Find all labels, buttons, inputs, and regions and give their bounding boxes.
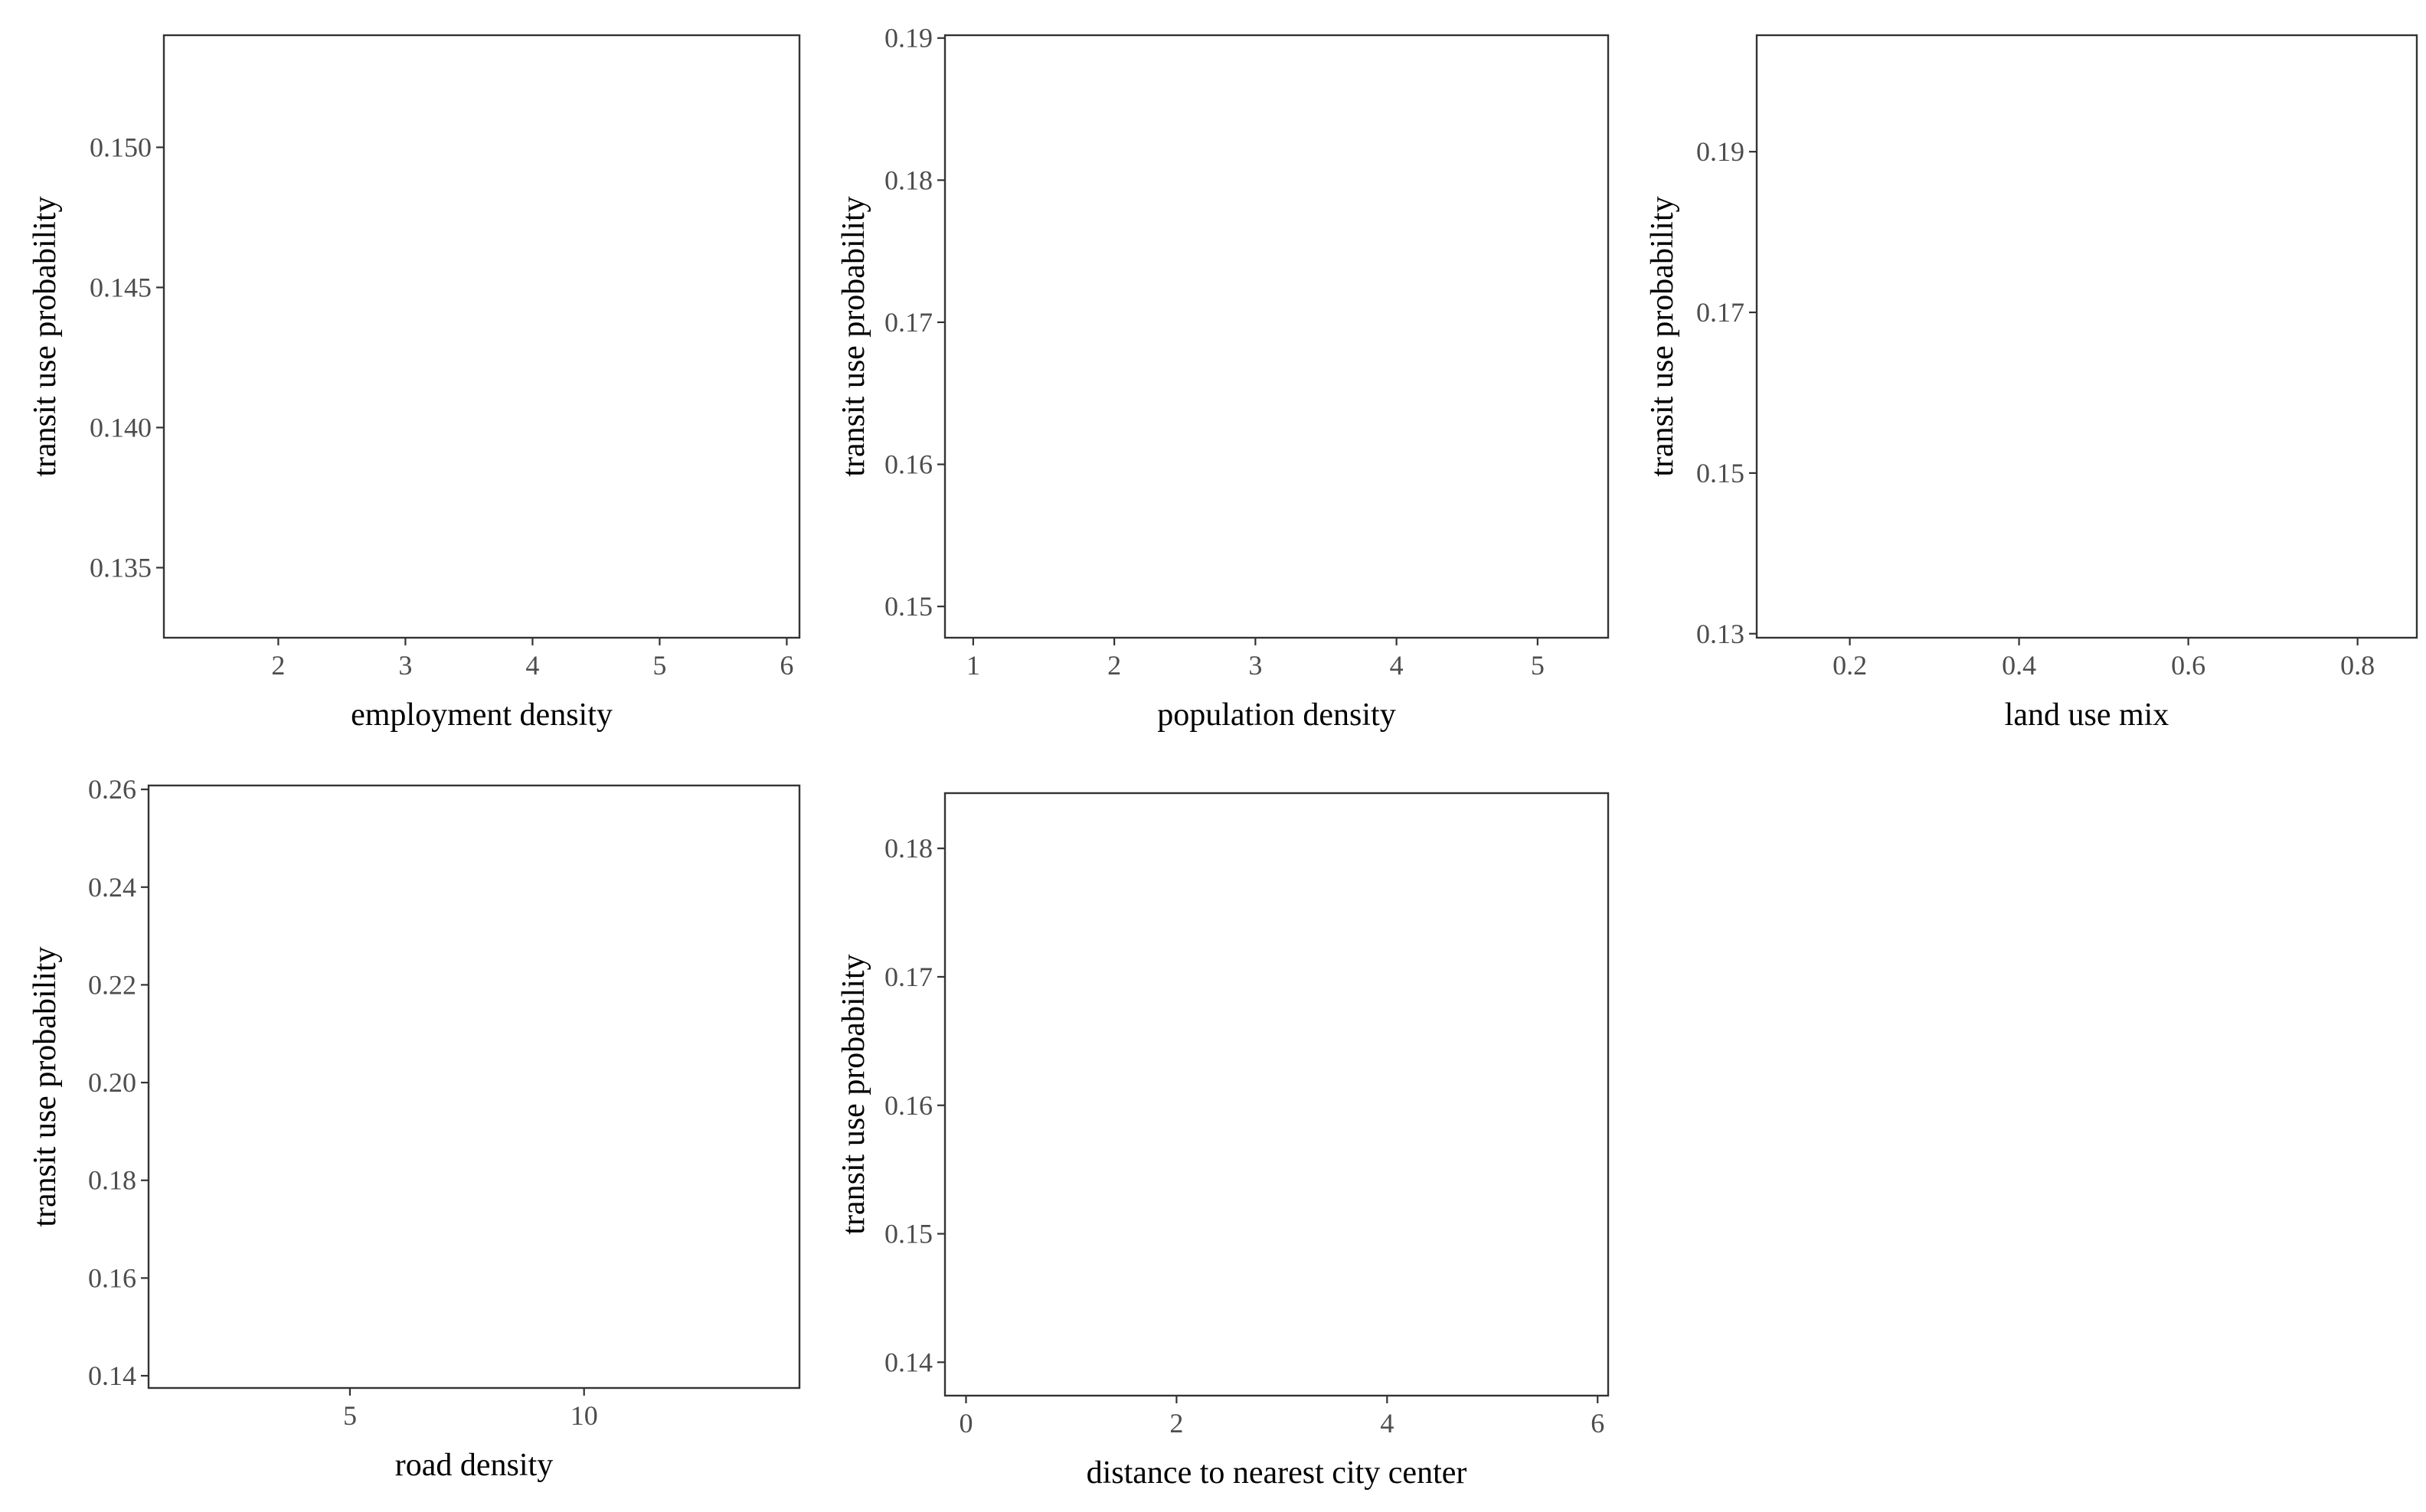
y-tick-label: 0.16 (88, 1262, 136, 1293)
x-tick-label: 1 (966, 650, 980, 681)
x-tick-label: 0.8 (2340, 650, 2375, 681)
plot-road-density: 5 10 0.14 0.16 0.18 0.20 0.22 0.24 0.26 road dens… (28, 774, 801, 1483)
x-axis-title: land use mix (2005, 697, 2169, 733)
y-axis-title: transit use probability (836, 954, 871, 1234)
x-tick-label: 2 (271, 650, 285, 681)
panel-border (147, 784, 801, 1390)
x-tick-label: 6 (1591, 1408, 1604, 1439)
y-axis-title: transit use probability (1645, 196, 1680, 476)
x-tick-label: 5 (652, 650, 666, 681)
plot-distance-to-city-center: 0 2 4 6 0.14 0.15 0.16 0.17 0.18 distance to near… (836, 792, 1610, 1491)
y-tick-label: 0.18 (884, 165, 933, 195)
y-tick-label: 0.13 (1696, 619, 1744, 649)
x-tick-label: 10 (571, 1400, 598, 1431)
y-tick-label: 0.15 (884, 1219, 933, 1249)
x-tick-label: 0 (959, 1408, 973, 1439)
x-tick-label: 4 (525, 650, 539, 681)
x-axis-title: population density (1157, 697, 1395, 733)
y-tick-label: 0.14 (88, 1360, 136, 1391)
y-tick-label: 0.22 (88, 969, 136, 1000)
x-tick-label: 3 (1248, 650, 1262, 681)
x-tick-label: 4 (1390, 650, 1404, 681)
y-tick-label: 0.135 (90, 552, 152, 583)
x-axis-title: distance to nearest city center (1087, 1455, 1467, 1491)
y-tick-label: 0.26 (88, 774, 136, 805)
x-tick-label: 5 (1531, 650, 1545, 681)
y-axis-title: transit use probability (28, 946, 63, 1226)
y-tick-label: 0.15 (1696, 458, 1744, 488)
y-axis-title: transit use probability (836, 196, 871, 476)
x-axis-title: employment density (351, 697, 613, 733)
y-tick-label: 0.17 (884, 307, 933, 338)
y-tick-label: 0.18 (88, 1165, 136, 1196)
y-tick-label: 0.17 (884, 962, 933, 992)
plot-employment-density: 2 3 4 5 6 0.135 0.140 0.145 0.150 employment dens… (28, 34, 801, 733)
x-tick-label: 0.4 (2002, 650, 2036, 681)
y-tick-label: 0.140 (90, 412, 152, 442)
panel-border (1755, 34, 2418, 639)
y-tick-label: 0.145 (90, 272, 152, 302)
x-tick-label: 2 (1107, 650, 1121, 681)
x-tick-label: 2 (1169, 1408, 1183, 1439)
x-tick-label: 0.2 (1833, 650, 1867, 681)
plot-land-use-mix: 0.2 0.4 0.6 0.8 0.13 0.15 0.17 0.19 land use mix… (1645, 34, 2418, 733)
y-tick-label: 0.16 (884, 449, 933, 480)
x-tick-label: 4 (1380, 1408, 1394, 1439)
x-tick-label: 5 (343, 1400, 357, 1431)
y-tick-label: 0.150 (90, 132, 152, 162)
y-tick-label: 0.24 (88, 872, 136, 903)
y-axis-title: transit use probability (28, 196, 63, 476)
panel-border (943, 34, 1610, 639)
x-tick-label: 0.6 (2171, 650, 2205, 681)
y-tick-label: 0.14 (884, 1347, 933, 1377)
panel-border (162, 34, 801, 639)
y-tick-label: 0.16 (884, 1090, 933, 1121)
x-axis-title: road density (395, 1448, 553, 1483)
y-tick-label: 0.17 (1696, 297, 1744, 328)
y-tick-label: 0.20 (88, 1067, 136, 1098)
panel-border (943, 792, 1610, 1397)
y-tick-label: 0.18 (884, 833, 933, 864)
y-tick-label: 0.19 (1696, 136, 1744, 167)
y-tick-label: 0.15 (884, 591, 933, 622)
x-tick-label: 3 (398, 650, 412, 681)
plot-population-density: 1 2 3 4 5 0.15 0.16 0.17 0.18 0.19 population dens… (836, 23, 1610, 733)
y-tick-label: 0.19 (884, 23, 933, 54)
x-tick-label: 6 (780, 650, 793, 681)
